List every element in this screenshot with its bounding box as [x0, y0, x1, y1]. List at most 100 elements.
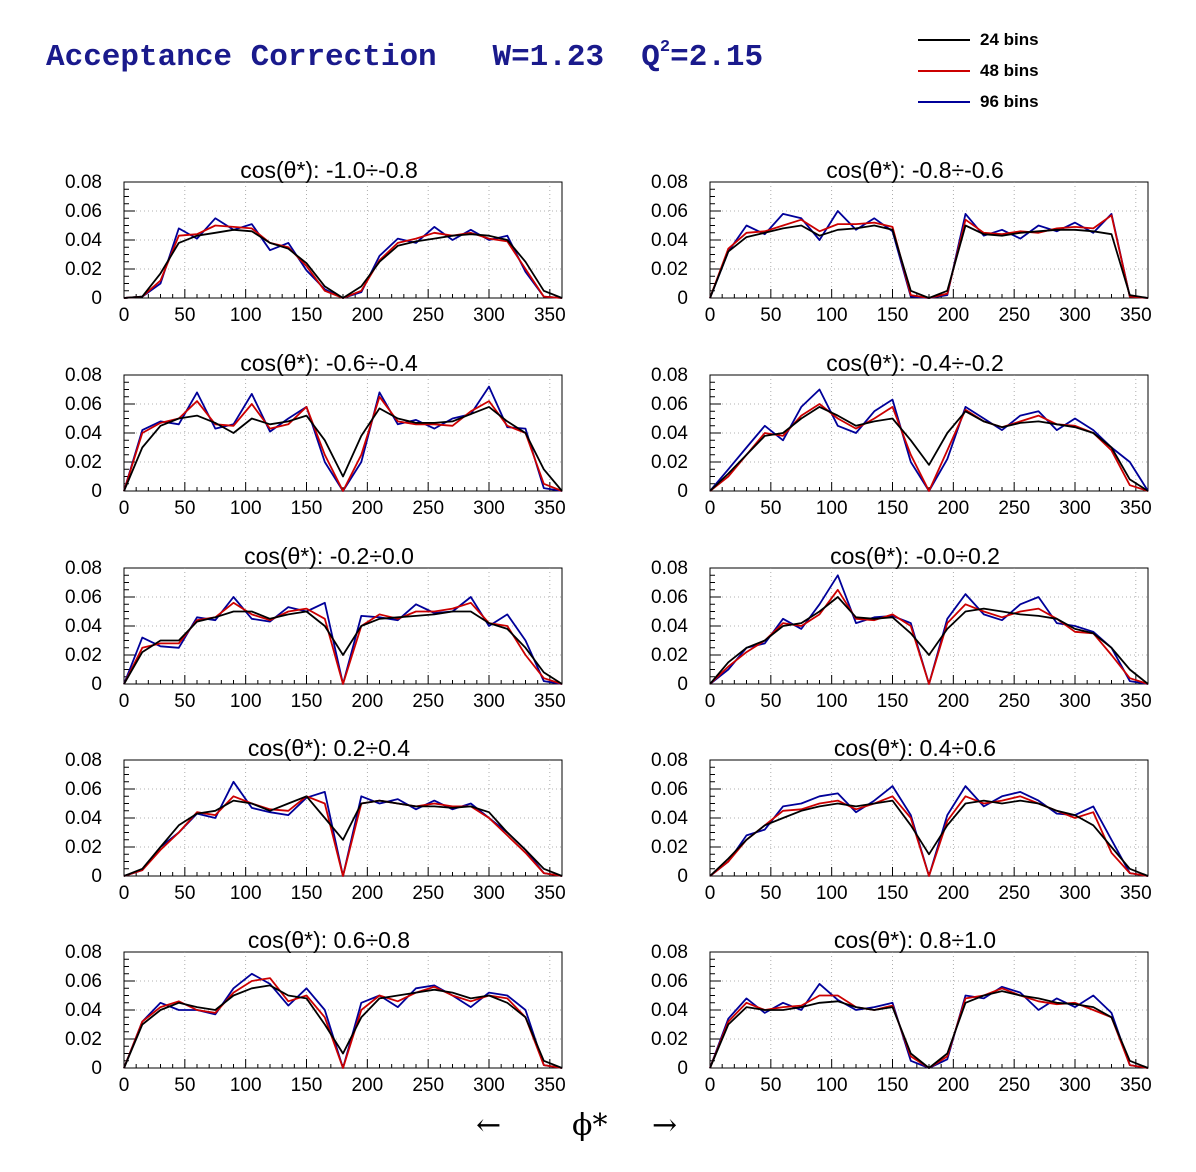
panel-title: cos(θ*): 0.2÷0.4	[248, 735, 410, 761]
series-line-24-bins	[123, 610, 563, 685]
x-tick-label: 0	[119, 498, 130, 519]
panel-10: 0 50 100 150 200 250 300 350 0 0.02 0.04 0.06 0.08 co…	[651, 927, 1152, 1096]
y-tick-label: 0.06	[651, 201, 688, 222]
x-tick-label: 250	[412, 305, 444, 326]
legend-swatch-96-bins	[918, 101, 970, 103]
y-tick-label: 0.04	[651, 230, 688, 251]
y-tick-label: 0.04	[651, 423, 688, 444]
legend-item-96-bins: 96 bins	[918, 88, 1078, 118]
panel-9: 0 50 100 150 200 250 300 350 0 0.02 0.04 0.06 0.08 co…	[65, 927, 566, 1096]
x-tick-label: 300	[1059, 305, 1091, 326]
y-tick-label: 0.02	[65, 837, 102, 858]
y-tick-label: 0.04	[65, 616, 102, 637]
y-tick-label: 0.08	[651, 558, 688, 579]
x-tick-label: 150	[877, 883, 909, 904]
y-tick-label: 0.02	[651, 259, 688, 280]
y-tick-label: 0.08	[65, 750, 102, 771]
series-line-48-bins	[123, 395, 563, 492]
x-tick-label: 100	[816, 883, 848, 904]
x-tick-label: 0	[705, 498, 716, 519]
x-tick-label: 200	[351, 883, 383, 904]
y-tick-label: 0.06	[65, 394, 102, 415]
series-line-24-bins	[123, 984, 563, 1069]
y-tick-label: 0.06	[651, 779, 688, 800]
x-tick-label: 100	[230, 691, 262, 712]
y-tick-label: 0.04	[651, 808, 688, 829]
figure-title: Acceptance Correction W=1.23 Q2=2.15	[46, 38, 763, 75]
panel-3: 0 50 100 150 200 250 300 350 0 0.02 0.04 0.06 0.08 co…	[65, 350, 566, 519]
x-tick-label: 50	[174, 883, 195, 904]
x-tick-label: 350	[534, 498, 566, 519]
x-tick-label: 350	[534, 691, 566, 712]
series-line-24-bins	[709, 224, 1149, 299]
x-axis-arrow-left: ←	[476, 1108, 502, 1143]
y-tick-label: 0	[677, 481, 688, 502]
x-tick-label: 200	[351, 1075, 383, 1096]
x-tick-label: 50	[760, 498, 781, 519]
x-tick-label: 50	[760, 691, 781, 712]
x-tick-label: 300	[473, 305, 505, 326]
y-tick-label: 0	[677, 866, 688, 887]
x-tick-label: 0	[705, 883, 716, 904]
series-line-24-bins	[709, 799, 1149, 877]
x-tick-label: 300	[473, 691, 505, 712]
x-tick-label: 0	[119, 883, 130, 904]
panel-title: cos(θ*): -0.8÷-0.6	[826, 157, 1004, 183]
panel-title: cos(θ*): -0.4÷-0.2	[826, 350, 1004, 376]
x-tick-label: 150	[877, 1075, 909, 1096]
panel-7: 0 50 100 150 200 250 300 350 0 0.02 0.04 0.06 0.08 co…	[65, 735, 566, 904]
panel-8: 0 50 100 150 200 250 300 350 0 0.02 0.04 0.06 0.08 co…	[651, 735, 1152, 904]
x-tick-label: 200	[937, 691, 969, 712]
panel-1: 0 50 100 150 200 250 300 350 0 0.02 0.04 0.06 0.08 co…	[65, 157, 566, 326]
y-tick-label: 0.02	[65, 259, 102, 280]
panel-6: 0 50 100 150 200 250 300 350 0 0.02 0.04 0.06 0.08 co…	[651, 543, 1152, 712]
x-tick-label: 350	[1120, 498, 1152, 519]
x-tick-label: 150	[877, 305, 909, 326]
y-tick-label: 0.04	[65, 808, 102, 829]
x-tick-label: 200	[351, 498, 383, 519]
y-tick-label: 0	[91, 1058, 102, 1079]
series-line-24-bins	[709, 596, 1149, 685]
x-tick-label: 250	[412, 691, 444, 712]
x-tick-label: 250	[998, 1075, 1030, 1096]
x-tick-label: 100	[816, 1075, 848, 1096]
y-tick-label: 0.08	[65, 365, 102, 386]
x-axis-arrow-right: →	[652, 1108, 678, 1143]
panel-5: 0 50 100 150 200 250 300 350 0 0.02 0.04 0.06 0.08 co…	[65, 543, 566, 712]
x-tick-label: 0	[119, 1075, 130, 1096]
x-tick-label: 150	[291, 691, 323, 712]
x-tick-label: 100	[230, 883, 262, 904]
y-tick-label: 0.06	[65, 779, 102, 800]
y-tick-label: 0	[91, 288, 102, 309]
panel-title: cos(θ*): -0.6÷-0.4	[240, 350, 418, 376]
x-tick-label: 200	[937, 305, 969, 326]
x-tick-label: 0	[705, 691, 716, 712]
x-tick-label: 250	[998, 691, 1030, 712]
x-tick-label: 350	[1120, 883, 1152, 904]
x-tick-label: 150	[877, 691, 909, 712]
x-tick-label: 250	[412, 1075, 444, 1096]
y-tick-label: 0	[91, 674, 102, 695]
x-tick-label: 100	[230, 1075, 262, 1096]
panel-4: 0 50 100 150 200 250 300 350 0 0.02 0.04 0.06 0.08 co…	[651, 350, 1152, 519]
x-tick-label: 300	[473, 883, 505, 904]
x-tick-label: 350	[1120, 691, 1152, 712]
x-tick-label: 150	[291, 883, 323, 904]
x-tick-label: 200	[351, 691, 383, 712]
x-tick-label: 250	[998, 883, 1030, 904]
y-tick-label: 0	[91, 866, 102, 887]
x-tick-label: 300	[1059, 498, 1091, 519]
panel-title: cos(θ*): -0.2÷0.0	[244, 543, 414, 569]
x-tick-label: 50	[760, 1075, 781, 1096]
x-tick-label: 350	[1120, 305, 1152, 326]
series-line-24-bins	[123, 795, 563, 877]
y-tick-label: 0	[91, 481, 102, 502]
x-tick-label: 100	[230, 305, 262, 326]
legend-label-96-bins: 96 bins	[980, 92, 1039, 111]
x-tick-label: 200	[937, 883, 969, 904]
x-tick-label: 100	[816, 691, 848, 712]
y-tick-label: 0.06	[65, 201, 102, 222]
panel-title: cos(θ*): 0.6÷0.8	[248, 927, 410, 953]
x-tick-label: 100	[230, 498, 262, 519]
